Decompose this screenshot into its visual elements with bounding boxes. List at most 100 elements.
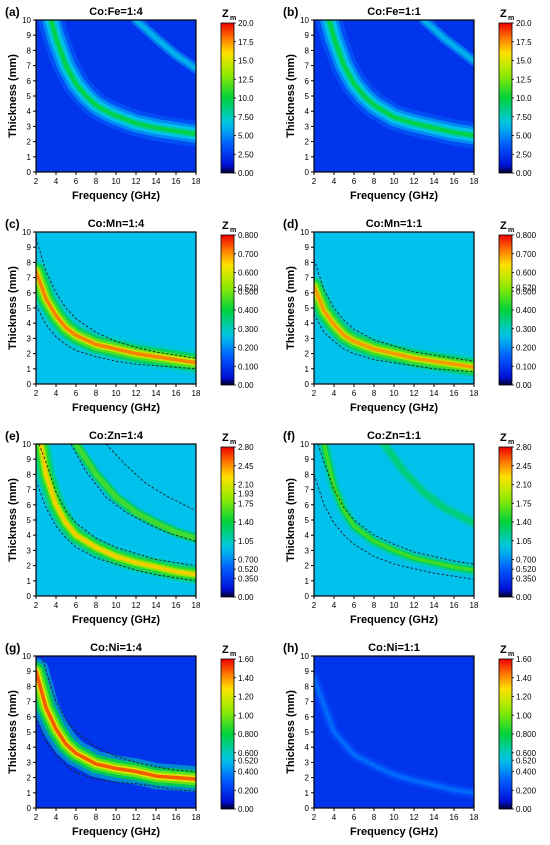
colorbar-tick-label: 2.80 [516, 443, 532, 452]
ridge-band [49, 20, 196, 136]
colorbar-tick-label: 0.600 [516, 749, 537, 758]
x-tick-label: 4 [54, 813, 59, 822]
panel-title: Co:Ni=1:4 [90, 642, 143, 654]
y-tick-label: 1 [27, 153, 32, 162]
y-tick-label: 5 [305, 304, 310, 313]
y-tick-label: 4 [305, 743, 310, 752]
heatmap-field [314, 444, 474, 584]
y-tick-label: 9 [27, 31, 32, 40]
x-tick-label: 6 [352, 601, 357, 610]
x-tick-label: 12 [410, 601, 419, 610]
colorbar-title: Z [222, 644, 229, 656]
y-tick-label: 9 [27, 455, 32, 464]
y-tick-label: 10 [22, 652, 31, 661]
colorbar-tick-label: 0.200 [516, 786, 537, 795]
x-tick-label: 2 [34, 813, 39, 822]
y-tick-label: 4 [27, 107, 32, 116]
y-tick-label: 0 [27, 804, 32, 813]
y-tick-label: 6 [27, 77, 32, 86]
x-axis-label: Frequency (GHz) [350, 614, 438, 626]
y-tick-label: 4 [305, 531, 310, 540]
colorbar-tick-label: 1.20 [238, 693, 254, 702]
heatmap-field [314, 665, 474, 806]
x-tick-label: 12 [410, 813, 419, 822]
panel-label: (g) [5, 641, 20, 655]
colorbar-tick-label: 0.00 [516, 805, 532, 814]
colorbar-tick-label: 0.350 [516, 574, 537, 583]
colorbar-tick-label: 20.0 [516, 19, 532, 28]
colorbar-tick-label: 1.20 [516, 693, 532, 702]
colorbar-tick-label: 12.5 [516, 75, 532, 84]
x-tick-label: 8 [372, 389, 377, 398]
x-tick-label: 8 [94, 389, 99, 398]
ridge-band [36, 269, 196, 365]
y-tick-label: 7 [27, 698, 32, 707]
x-tick-label: 10 [390, 389, 399, 398]
colorbar-tick-label: 1.75 [516, 499, 532, 508]
colorbar-tick-label: 2.80 [238, 443, 254, 452]
y-tick-label: 1 [27, 365, 32, 374]
x-tick-label: 4 [54, 389, 59, 398]
x-axis-label: Frequency (GHz) [72, 826, 160, 838]
y-tick-label: 5 [27, 92, 32, 101]
colorbar-tick-label: 0.00 [516, 169, 532, 178]
colorbar-tick-label: 2.10 [238, 481, 254, 490]
x-axis-label: Frequency (GHz) [350, 190, 438, 202]
x-tick-label: 10 [112, 813, 121, 822]
panel-title: Co:Mn=1:4 [88, 218, 145, 230]
colorbar-tick-label: 17.5 [238, 38, 254, 47]
colorbar-tick-label: 5.00 [238, 132, 254, 141]
colorbar-tick-label: 0.700 [516, 556, 537, 565]
y-tick-label: 8 [27, 258, 32, 267]
colorbar-tick-label: 0.800 [516, 730, 537, 739]
x-tick-label: 4 [54, 177, 59, 186]
x-tick-label: 2 [34, 601, 39, 610]
x-tick-label: 14 [152, 177, 161, 186]
colorbar-tick-label: 0.00 [238, 593, 254, 602]
y-axis-label: Thickness (mm) [7, 478, 19, 562]
contour-line [36, 716, 196, 792]
x-tick-label: 8 [372, 601, 377, 610]
y-tick-label: 4 [27, 743, 32, 752]
panel-label: (h) [283, 641, 298, 655]
y-tick-label: 1 [27, 789, 32, 798]
colorbar-tick-label: 0.500 [238, 287, 259, 296]
colorbar-title-subscript: m [230, 439, 236, 446]
contour-line [41, 656, 196, 772]
y-axis-label: Thickness (mm) [285, 478, 297, 562]
colorbar-tick-label: 0.520 [238, 565, 259, 574]
x-tick-label: 14 [152, 601, 161, 610]
y-tick-label: 8 [305, 470, 310, 479]
x-tick-label: 18 [192, 389, 201, 398]
colorbar-tick-label: 0.400 [516, 768, 537, 777]
y-tick-label: 2 [305, 138, 310, 147]
colorbar [498, 22, 513, 174]
y-tick-label: 0 [27, 168, 32, 177]
ridge-band [314, 677, 474, 795]
x-tick-label: 8 [372, 177, 377, 186]
colorbar [220, 234, 235, 386]
colorbar-tick-label: 2.45 [516, 462, 532, 471]
x-tick-label: 16 [172, 177, 181, 186]
colorbar-tick-label: 1.00 [238, 711, 254, 720]
colorbar-tick-label: 0.700 [238, 556, 259, 565]
colorbar-tick-label: 17.5 [516, 38, 532, 47]
y-tick-label: 8 [305, 682, 310, 691]
colorbar-tick-label: 12.5 [238, 75, 254, 84]
y-tick-label: 10 [300, 228, 309, 237]
y-axis-label: Thickness (mm) [285, 54, 297, 138]
panel-label: (a) [5, 5, 20, 19]
y-tick-label: 3 [305, 334, 310, 343]
colorbar-tick-label: 0.800 [238, 730, 259, 739]
x-axis-label: Frequency (GHz) [72, 614, 160, 626]
y-tick-label: 8 [27, 682, 32, 691]
colorbar-tick-label: 0.100 [516, 362, 537, 371]
y-tick-label: 2 [27, 138, 32, 147]
colorbar-tick-label: 0.100 [238, 362, 259, 371]
y-tick-label: 10 [22, 440, 31, 449]
colorbar-tick-label: 15.0 [516, 57, 532, 66]
secondary-ridge [133, 20, 196, 72]
colorbar-tick-label: 0.400 [238, 768, 259, 777]
